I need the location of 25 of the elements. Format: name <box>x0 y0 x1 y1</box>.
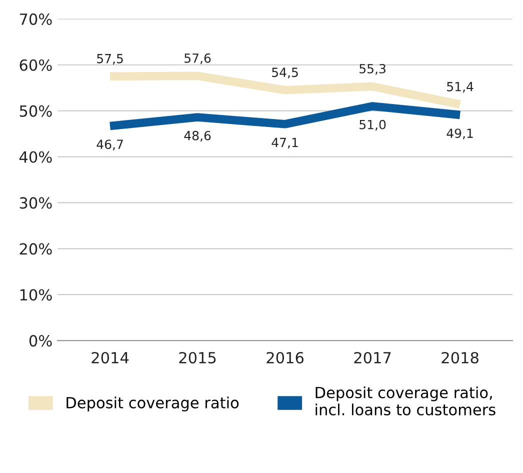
x-tick-label: 2017 <box>354 352 391 364</box>
x-tick-label: 2016 <box>266 352 304 364</box>
data-label: 57,6 <box>184 53 211 64</box>
data-label: 57,5 <box>97 54 123 65</box>
x-tick-label: 2018 <box>442 352 478 364</box>
legend-label: Deposit coverage ratio, incl. loans to customers <box>316 386 496 416</box>
data-label: 48,6 <box>184 130 211 142</box>
data-label: 47,1 <box>272 138 298 148</box>
data-label: 54,5 <box>272 68 298 78</box>
y-tick-label: 40% <box>19 151 52 163</box>
y-tick-label: 30% <box>20 197 52 209</box>
y-tick-label: 60% <box>20 59 52 71</box>
data-label: 46,7 <box>96 140 123 150</box>
x-tick-label: 2015 <box>179 352 216 364</box>
y-tick-label: 70% <box>20 13 52 25</box>
y-tick-label: 0% <box>29 335 52 347</box>
y-tick-label: 10% <box>20 289 52 301</box>
x-tick-label: 2014 <box>92 352 129 364</box>
legend-label: Deposit coverage ratio <box>66 396 239 412</box>
data-label: 49,1 <box>446 128 473 140</box>
data-label: 51,4 <box>447 82 474 93</box>
y-tick-label: 50% <box>20 105 52 117</box>
data-label: 51,0 <box>360 120 386 131</box>
y-tick-label: 20% <box>20 243 52 255</box>
data-label: 55,3 <box>360 64 386 75</box>
